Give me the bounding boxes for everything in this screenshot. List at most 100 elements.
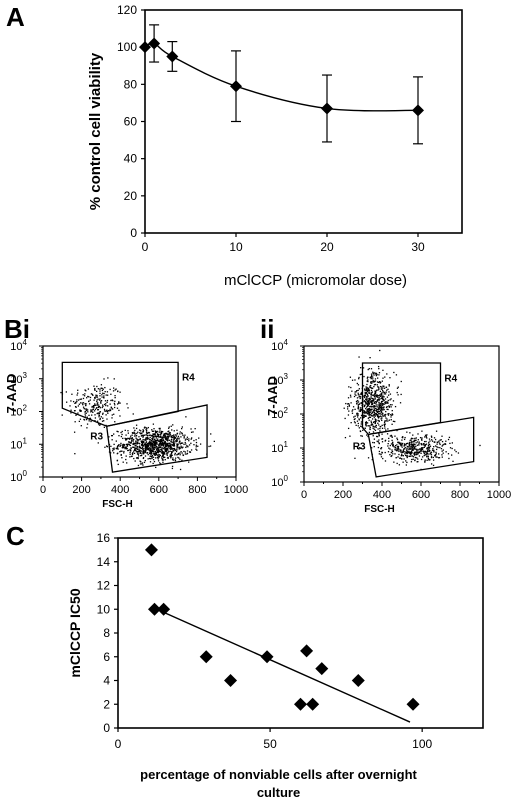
event-dot [372,431,375,433]
event-dot [347,397,350,399]
event-dot [169,450,171,452]
event-dot [167,449,169,451]
event-dot [113,443,115,446]
event-dot [101,406,103,409]
event-dot [158,446,160,448]
event-dot [131,434,133,436]
event-dot [391,414,393,417]
event-dot [161,442,163,445]
event-dot [100,384,103,386]
event-dot [162,451,165,453]
event-dot [150,449,153,452]
event-dot [376,374,378,376]
event-dot [150,455,152,458]
event-dot [115,447,117,450]
event-dot [374,419,377,421]
event-dot [381,403,383,406]
event-dot [148,441,151,443]
event-dot [151,437,153,440]
event-dot [434,455,436,457]
event-dot [396,437,398,439]
event-dot [126,445,129,447]
event-dot [124,439,127,441]
event-dot [114,421,116,423]
event-dot [170,444,172,446]
event-dot [429,450,431,452]
event-dot [85,418,88,421]
event-dot [157,458,159,460]
event-dot [414,439,416,442]
event-dot [187,445,189,447]
event-dot [175,435,178,437]
event-dot [139,449,141,452]
event-dot [354,418,356,420]
event-dot [168,433,170,436]
event-dot [186,450,189,452]
y-tick-label: 100 [117,40,137,54]
event-dot [442,452,444,454]
event-dot [366,377,368,379]
event-dot [378,399,380,401]
event-dot [418,441,420,443]
event-dot [343,407,345,409]
event-dot [117,390,119,393]
series-line [144,42,419,112]
event-dot [441,456,443,458]
event-dot [99,407,101,409]
event-dot [99,388,101,390]
event-dot [156,441,158,444]
event-dot [399,449,401,451]
event-dot [136,443,138,445]
event-dot [106,418,108,420]
event-dot [137,453,140,455]
event-dot [382,389,384,392]
event-dot [405,460,407,462]
event-dot [186,452,189,455]
event-dot [371,400,373,402]
event-dot [386,433,389,435]
event-dot [124,429,126,432]
event-dot [359,396,362,398]
event-dot [367,457,370,459]
event-dot [145,445,147,447]
event-dot [402,451,404,453]
event-dot [359,447,361,449]
event-dot [139,446,142,449]
event-dot [374,380,377,382]
event-dot [406,442,409,445]
event-dot [364,414,366,417]
event-dot [156,433,159,435]
event-dot [144,439,146,441]
event-dot [174,454,176,456]
event-dot [157,454,159,456]
y-tick-label: 100 [10,469,27,484]
event-dot [172,458,174,461]
event-dot [398,450,400,453]
event-dot [139,460,141,462]
event-dot [441,445,443,447]
event-dot [97,412,99,414]
event-dot [180,451,182,453]
event-dot [397,446,399,448]
event-dot [377,428,379,430]
event-dot [418,442,420,444]
event-dot [85,404,87,407]
event-dot [373,400,375,402]
event-dot [383,407,385,409]
event-dot [119,445,121,447]
event-dot [358,356,360,358]
event-dot [411,443,413,446]
event-dot [362,429,364,431]
event-dot [372,427,374,429]
y-tick-label: 80 [124,77,138,91]
event-dot [420,449,423,451]
event-dot [154,447,157,449]
event-dot [370,387,372,389]
event-dot [365,406,368,408]
event-dot [423,446,426,448]
event-dot [433,449,435,452]
event-dot [173,434,175,436]
event-dot [188,438,190,440]
event-dot [409,443,411,446]
